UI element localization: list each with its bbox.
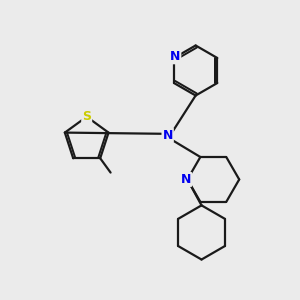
Text: N: N <box>163 129 173 142</box>
Text: S: S <box>82 110 91 123</box>
Text: N: N <box>181 173 191 186</box>
Text: N: N <box>170 50 180 63</box>
